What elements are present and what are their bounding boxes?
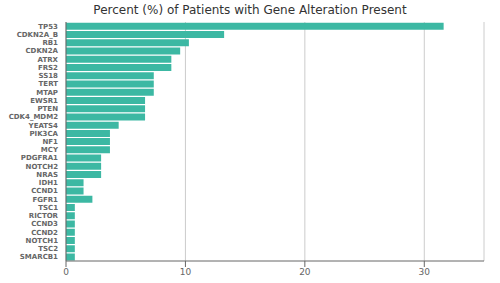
svg-text:TP53: TP53	[38, 23, 58, 31]
svg-text:SMARCB1: SMARCB1	[20, 253, 58, 261]
svg-text:PDGFRA1: PDGFRA1	[21, 154, 58, 162]
svg-text:0: 0	[63, 267, 69, 277]
svg-text:CCND1: CCND1	[31, 187, 58, 195]
svg-text:YEATS4: YEATS4	[28, 122, 59, 130]
svg-text:MCY: MCY	[41, 146, 59, 154]
svg-text:20: 20	[299, 267, 311, 277]
svg-text:CDK4_MDM2: CDK4_MDM2	[9, 113, 58, 121]
svg-text:PTEN: PTEN	[37, 105, 58, 113]
svg-text:PIK3CA: PIK3CA	[29, 130, 58, 138]
svg-text:MTAP: MTAP	[36, 89, 58, 97]
svg-text:IDH1: IDH1	[39, 179, 58, 187]
svg-text:EWSR1: EWSR1	[30, 97, 58, 105]
svg-text:CCND2: CCND2	[31, 229, 58, 237]
svg-text:NOTCH2: NOTCH2	[26, 163, 59, 171]
svg-text:CDKN2A: CDKN2A	[25, 47, 58, 55]
svg-text:CDKN2A_B: CDKN2A_B	[17, 31, 58, 39]
svg-text:FRS2: FRS2	[38, 64, 58, 72]
svg-text:NRAS: NRAS	[36, 171, 58, 179]
svg-text:TERT: TERT	[39, 80, 59, 88]
svg-text:RICTOR: RICTOR	[29, 212, 59, 220]
svg-text:30: 30	[419, 267, 431, 277]
svg-text:10: 10	[180, 267, 192, 277]
svg-text:NOTCH1: NOTCH1	[26, 237, 59, 245]
svg-text:FGFR1: FGFR1	[32, 196, 58, 204]
svg-text:TSC2: TSC2	[38, 245, 58, 253]
svg-text:SS18: SS18	[38, 72, 58, 80]
svg-text:RB1: RB1	[42, 39, 58, 47]
svg-text:ATRX: ATRX	[38, 56, 59, 64]
html-text:Percent (%) of Patients with G: Percent (%) of Patients with Gene Altera…	[93, 3, 407, 17]
svg-text:NF1: NF1	[42, 138, 58, 146]
svg-text:CCND3: CCND3	[31, 220, 58, 228]
svg-text:TSC1: TSC1	[38, 204, 58, 212]
